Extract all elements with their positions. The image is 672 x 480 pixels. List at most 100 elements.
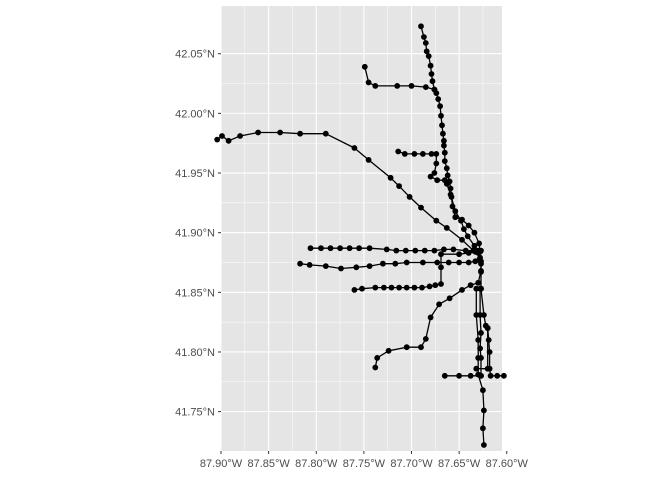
station-point xyxy=(408,83,415,89)
station-point xyxy=(422,40,429,46)
station-point xyxy=(418,23,424,30)
stations-layer xyxy=(214,23,507,448)
station-point xyxy=(444,172,451,179)
station-point xyxy=(423,48,430,55)
station-point xyxy=(458,217,464,224)
station-point xyxy=(450,246,457,253)
station-point xyxy=(306,262,313,268)
station-point xyxy=(381,284,387,291)
y-tick-label: 41.90°N xyxy=(175,228,215,240)
station-point xyxy=(484,365,491,372)
y-tick-label: 41.85°N xyxy=(175,287,215,299)
station-point xyxy=(438,251,444,258)
station-point xyxy=(461,226,467,233)
station-point xyxy=(431,170,438,176)
station-point xyxy=(481,407,487,414)
station-point xyxy=(465,250,472,256)
station-point xyxy=(438,264,444,271)
station-point xyxy=(459,287,465,293)
station-point xyxy=(366,245,373,252)
station-point xyxy=(322,263,329,269)
station-point xyxy=(418,204,424,211)
station-point xyxy=(447,185,454,192)
station-point xyxy=(374,355,381,361)
x-tick-label: 87.80°W xyxy=(295,458,338,470)
station-point xyxy=(475,337,482,343)
station-point xyxy=(471,242,478,249)
station-point xyxy=(433,217,440,224)
station-point xyxy=(475,279,482,286)
station-point xyxy=(443,165,450,172)
station-point xyxy=(452,208,459,215)
station-point xyxy=(337,245,343,252)
y-tick-label: 42.05°N xyxy=(175,49,215,61)
station-point xyxy=(225,137,232,144)
y-tick-label: 41.95°N xyxy=(175,168,215,180)
station-point xyxy=(438,112,444,119)
station-point xyxy=(318,245,324,252)
station-point xyxy=(385,347,392,354)
station-point xyxy=(478,268,484,274)
station-point xyxy=(365,79,372,86)
station-point xyxy=(366,263,373,269)
station-point xyxy=(439,122,445,129)
station-point xyxy=(411,151,418,157)
station-point xyxy=(452,214,459,221)
station-point xyxy=(219,133,225,139)
station-point xyxy=(393,247,400,254)
station-point xyxy=(487,372,494,379)
station-point xyxy=(380,260,386,267)
station-point xyxy=(427,314,434,321)
grid-major xyxy=(220,6,508,451)
station-point xyxy=(426,283,433,290)
station-point xyxy=(237,133,244,139)
station-point xyxy=(277,129,283,136)
station-point xyxy=(307,245,314,252)
x-tick-label: 87.85°W xyxy=(247,458,290,470)
station-point xyxy=(486,349,493,355)
station-point xyxy=(433,151,440,157)
station-point xyxy=(478,247,484,254)
station-point xyxy=(427,173,434,180)
station-point xyxy=(396,284,402,291)
station-point xyxy=(401,151,408,157)
station-point xyxy=(255,129,261,136)
station-point xyxy=(322,130,329,137)
station-point xyxy=(473,285,480,292)
station-point xyxy=(440,130,446,137)
route-green-south xyxy=(444,288,482,377)
y-axis: 42.05°N 42.00°N 41.95°N 41.90°N 41.85°N 41.80… xyxy=(175,49,221,419)
station-point xyxy=(434,259,441,266)
station-point xyxy=(429,78,436,85)
station-point xyxy=(427,62,434,69)
station-point xyxy=(359,285,365,292)
station-point xyxy=(396,183,402,190)
station-point xyxy=(420,151,426,157)
station-point xyxy=(327,245,334,252)
station-point xyxy=(372,364,379,371)
y-tick-label: 42.00°N xyxy=(175,108,215,120)
x-tick-label: 87.75°W xyxy=(343,458,386,470)
station-point xyxy=(346,245,353,252)
station-point xyxy=(356,245,362,252)
station-point xyxy=(436,301,442,308)
station-point xyxy=(480,387,486,394)
station-point xyxy=(425,53,432,59)
station-point xyxy=(403,259,410,266)
route-blue-forest-park xyxy=(300,259,480,270)
y-tick-label: 41.80°N xyxy=(175,347,215,359)
station-point xyxy=(387,174,394,181)
x-tick-label: 87.65°W xyxy=(438,458,481,470)
station-point xyxy=(412,247,419,254)
x-tick-label: 87.70°W xyxy=(390,458,433,470)
station-point xyxy=(478,258,484,265)
station-point xyxy=(441,142,447,149)
station-point xyxy=(480,425,486,432)
station-point xyxy=(456,251,462,258)
station-point xyxy=(432,282,439,289)
station-point xyxy=(441,149,448,156)
station-point xyxy=(475,371,482,378)
station-point xyxy=(406,194,413,200)
station-point xyxy=(411,284,418,291)
panel-background xyxy=(221,6,502,451)
